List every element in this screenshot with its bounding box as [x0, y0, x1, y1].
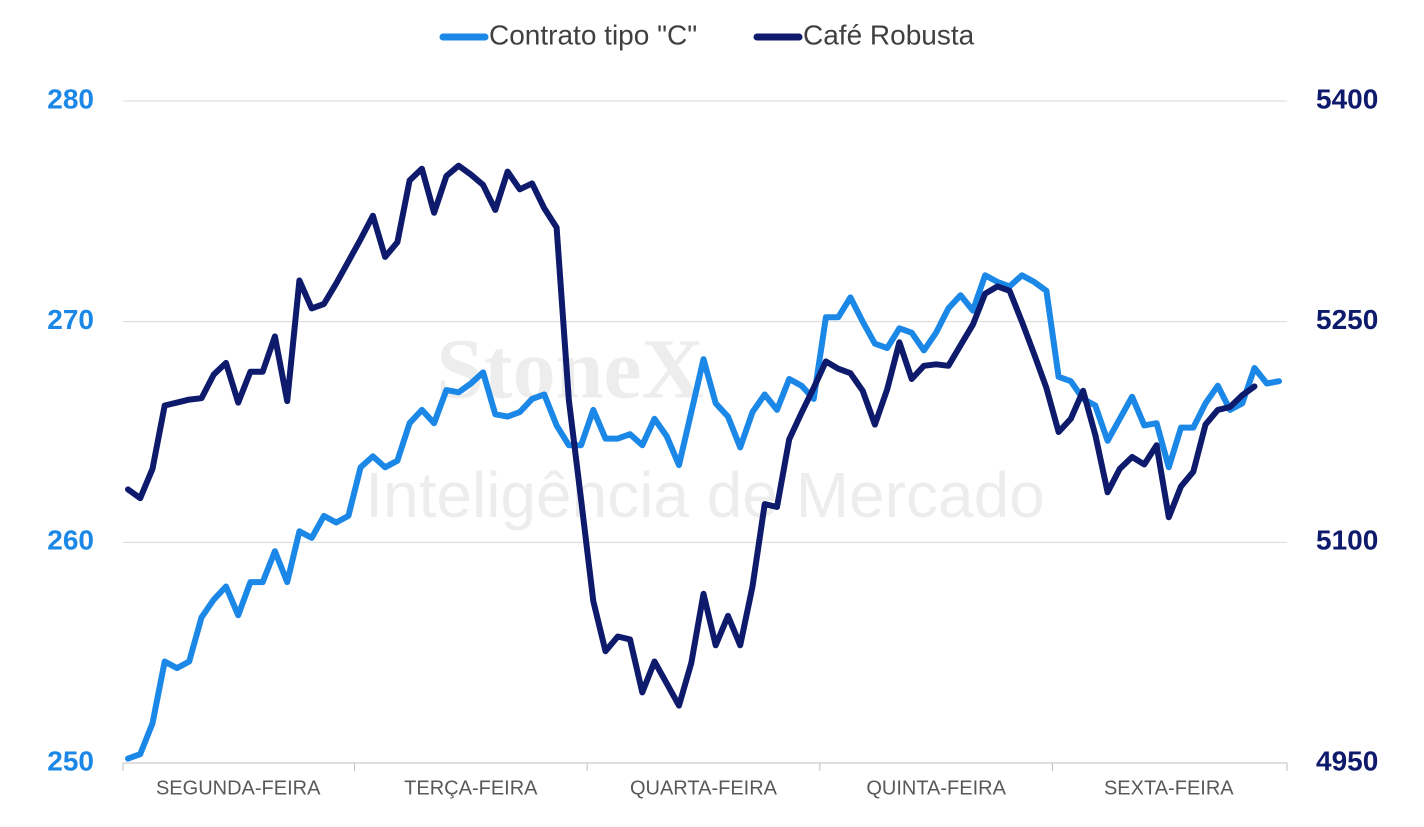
- y-tick-label: 270: [47, 304, 94, 335]
- legend-label: Contrato tipo "C": [489, 19, 697, 50]
- y-tick-label: 260: [47, 525, 94, 556]
- x-tick-label: SEGUNDA-FEIRA: [156, 777, 321, 799]
- y2-tick-label: 5100: [1316, 525, 1378, 556]
- y-tick-label: 250: [47, 745, 94, 776]
- y2-tick-label: 4950: [1316, 745, 1378, 776]
- series-line: [125, 162, 1258, 709]
- x-tick-label: TERÇA-FEIRA: [404, 777, 538, 799]
- y2-tick-label: 5250: [1316, 304, 1378, 335]
- x-tick-label: QUINTA-FEIRA: [866, 777, 1006, 799]
- x-tick-label: QUARTA-FEIRA: [630, 777, 778, 799]
- watermark: Inteligência de Mercado: [365, 459, 1045, 531]
- y-tick-label: 280: [47, 83, 94, 114]
- x-tick-label: SEXTA-FEIRA: [1104, 777, 1234, 799]
- legend-label: Café Robusta: [803, 19, 975, 50]
- y2-tick-label: 5400: [1316, 83, 1378, 114]
